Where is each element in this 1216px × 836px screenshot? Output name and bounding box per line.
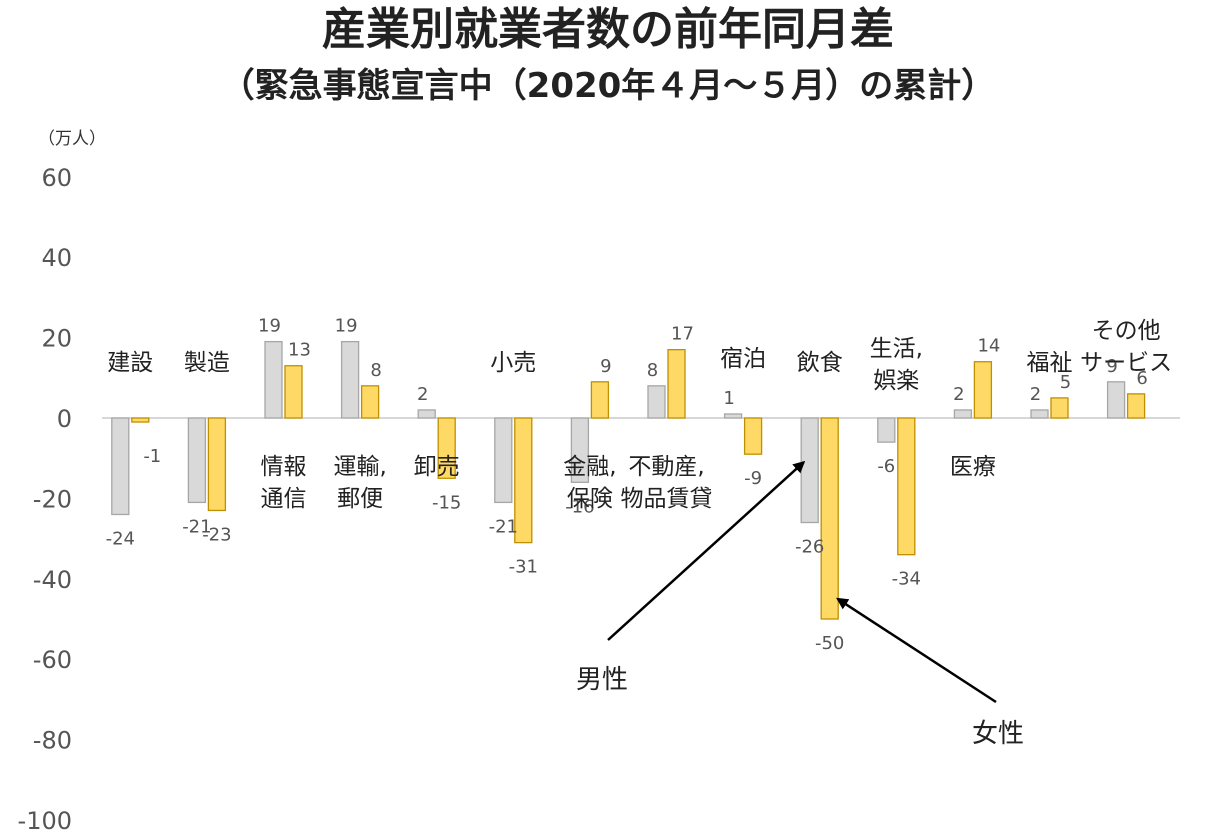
- category-label-4: 運輸,: [333, 454, 386, 480]
- bar-male-14: [1106, 381, 1126, 419]
- value-label-female-9: -9: [744, 468, 762, 489]
- bar-male-11: [877, 417, 896, 443]
- bar-male-1: [111, 417, 130, 516]
- y-tick-label: -80: [33, 727, 72, 755]
- value-label-female-1: -1: [143, 446, 161, 467]
- bar-male-6: [494, 417, 513, 504]
- bar-female-3: [284, 365, 303, 419]
- y-tick-label: -40: [33, 566, 72, 594]
- bar-female-9: [743, 417, 763, 455]
- value-label-female-2: -23: [202, 524, 231, 545]
- bar-female-10: [820, 417, 839, 620]
- bar-female-11: [897, 417, 916, 556]
- category-label-7: 金融,: [563, 454, 616, 480]
- category-label-12: 医療: [950, 454, 996, 480]
- annotation-male: 男性: [576, 665, 628, 695]
- value-label-male-14: 9: [1106, 356, 1117, 377]
- bar-male-7: [570, 417, 590, 483]
- y-tick-label: -100: [18, 807, 72, 835]
- bar-female-4: [360, 385, 380, 419]
- bar-female-2: [207, 417, 227, 512]
- bar-male-13: [1030, 409, 1049, 419]
- y-tick-label: 40: [41, 244, 72, 272]
- value-label-male-7: -16: [565, 496, 594, 517]
- y-tick-label: 20: [41, 325, 72, 353]
- category-label-13: 福祉: [1027, 350, 1073, 376]
- bar-female-12: [973, 361, 993, 419]
- value-label-male-11: -6: [877, 456, 895, 477]
- value-label-male-8: 8: [647, 360, 658, 381]
- y-axis-ticks: 60 40 20 0 -20 -40 -60 -80 -100: [18, 164, 72, 835]
- category-label-14: その他: [1092, 318, 1161, 344]
- value-label-female-13: 5: [1060, 372, 1071, 393]
- category-label-11: 生活,: [870, 336, 923, 362]
- bar-male-9: [723, 413, 743, 419]
- category-label-9: 宿泊: [720, 346, 766, 372]
- y-tick-label: 0: [57, 405, 72, 433]
- bar-male-8: [647, 385, 666, 419]
- category-label-8-line2: 物品賃貸: [621, 486, 713, 512]
- bar-male-12: [953, 409, 973, 419]
- category-label-6: 小売: [490, 350, 536, 376]
- category-label-2: 製造: [184, 350, 230, 376]
- category-label-11-line2: 娯楽: [873, 368, 919, 394]
- value-label-male-12: 2: [953, 384, 964, 405]
- value-label-female-7: 9: [600, 356, 611, 377]
- value-label-female-4: 8: [370, 360, 381, 381]
- value-label-female-5: -15: [432, 492, 461, 513]
- bar-female-14: [1126, 393, 1146, 419]
- bar-female-6: [514, 417, 533, 544]
- value-label-male-5: 2: [417, 384, 428, 405]
- category-label-1: 建設: [107, 350, 153, 376]
- category-label-3: 情報: [261, 454, 307, 480]
- value-label-female-14: 6: [1136, 368, 1147, 389]
- category-label-14-line2: サービス: [1080, 350, 1172, 376]
- y-tick-label: 60: [41, 164, 72, 192]
- value-label-female-8: 17: [671, 324, 694, 345]
- y-tick-label: -20: [33, 485, 72, 513]
- value-label-male-9: 1: [723, 388, 734, 409]
- value-label-female-10: -50: [815, 633, 844, 654]
- chart-title: 産業別就業者数の前年同月差: [322, 4, 894, 55]
- bar-female-5: [437, 417, 456, 479]
- value-label-male-4: 19: [335, 316, 358, 337]
- annotation-female: 女性: [972, 719, 1024, 749]
- bar-male-5: [417, 409, 436, 419]
- category-label-5: 卸売: [414, 454, 460, 480]
- bar-male-10: [800, 417, 819, 524]
- arrow-male: [607, 460, 806, 641]
- bar-male-4: [340, 340, 360, 419]
- bar-female-8: [667, 349, 686, 419]
- value-label-female-11: -34: [892, 569, 921, 590]
- bar-male-2: [187, 417, 207, 504]
- bar-female-13: [1050, 397, 1069, 419]
- category-label-10: 飲食: [797, 350, 843, 376]
- bar-female-1: [131, 417, 150, 423]
- y-axis-unit-label: （万人）: [38, 129, 106, 149]
- category-label-8: 不動産,: [628, 454, 704, 480]
- value-label-male-6: -21: [489, 516, 518, 537]
- arrow-female: [836, 597, 997, 704]
- value-label-male-3: 19: [258, 316, 281, 337]
- value-label-female-6: -31: [509, 557, 538, 578]
- value-label-male-13: 2: [1030, 384, 1041, 405]
- chart-subtitle: （緊急事態宣言中（2020年４月～５月）の累計）: [220, 66, 996, 106]
- value-label-male-2: -21: [182, 516, 211, 537]
- value-label-male-10: -26: [795, 537, 824, 558]
- value-label-female-3: 13: [288, 340, 311, 361]
- value-label-male-1: -24: [106, 528, 135, 549]
- category-label-4-line2: 郵便: [337, 486, 383, 512]
- bar-female-7: [590, 381, 610, 419]
- bars: [111, 340, 1146, 620]
- category-label-7-line2: 保険: [567, 486, 613, 512]
- y-tick-label: -60: [33, 646, 72, 674]
- value-label-female-12: 14: [977, 336, 1000, 357]
- bar-male-3: [264, 340, 283, 419]
- category-label-3-line2: 通信: [261, 486, 307, 512]
